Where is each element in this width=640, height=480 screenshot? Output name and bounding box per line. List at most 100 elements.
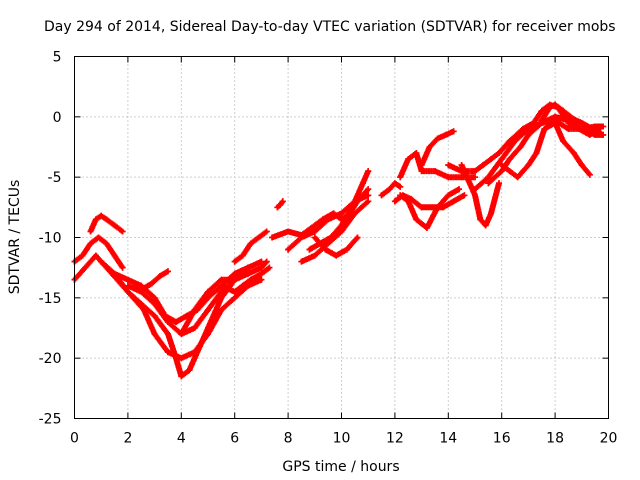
data-point xyxy=(525,162,532,169)
data-point xyxy=(480,162,487,169)
y-tick-label: -25 xyxy=(39,412,62,428)
data-point xyxy=(538,107,545,114)
data-point xyxy=(552,101,559,108)
data-point xyxy=(338,228,345,235)
x-tick-label: 12 xyxy=(386,431,404,447)
data-point xyxy=(354,234,361,241)
x-tick-label: 0 xyxy=(70,431,79,447)
data-point xyxy=(378,192,385,199)
data-point xyxy=(151,300,158,307)
data-point xyxy=(311,252,318,259)
data-point xyxy=(546,104,553,111)
data-point xyxy=(418,168,425,175)
data-point xyxy=(429,204,436,211)
data-point xyxy=(186,367,193,374)
data-point xyxy=(132,282,139,289)
data-point xyxy=(311,234,318,241)
x-tick-label: 16 xyxy=(493,431,511,447)
series-track-16 xyxy=(311,234,361,259)
data-point xyxy=(279,198,286,205)
data-point xyxy=(255,234,262,241)
data-point xyxy=(552,119,559,126)
data-point xyxy=(506,168,513,175)
data-point xyxy=(578,119,585,126)
data-point xyxy=(124,276,131,283)
series-track-10 xyxy=(231,228,270,265)
series-track-18 xyxy=(378,180,404,199)
series-track-7 xyxy=(132,268,171,292)
data-point xyxy=(191,306,198,313)
x-tick-label: 20 xyxy=(600,431,618,447)
data-point xyxy=(472,174,478,181)
data-point xyxy=(488,210,495,217)
data-point xyxy=(196,343,203,350)
data-point xyxy=(552,113,559,120)
data-point xyxy=(391,180,398,187)
data-point xyxy=(397,192,404,199)
data-point xyxy=(365,192,372,199)
series-track-23 xyxy=(458,162,503,229)
data-point xyxy=(477,216,484,223)
y-tick-label: -5 xyxy=(48,170,62,186)
data-point xyxy=(245,270,252,277)
data-point xyxy=(426,144,433,150)
data-point xyxy=(498,168,505,175)
data-point xyxy=(103,240,110,247)
data-point xyxy=(517,144,524,150)
data-point xyxy=(172,318,179,325)
data-point xyxy=(391,198,398,205)
y-tick-label: -10 xyxy=(39,231,62,247)
x-axis-label: GPS time / hours xyxy=(282,459,399,475)
data-point xyxy=(343,246,350,253)
data-point xyxy=(164,331,171,338)
x-tick-label: 2 xyxy=(123,431,132,447)
data-point xyxy=(87,240,94,247)
data-point xyxy=(597,129,604,136)
data-point xyxy=(560,137,567,144)
data-point xyxy=(458,168,465,175)
data-point xyxy=(586,171,593,178)
data-point xyxy=(455,186,462,193)
data-point xyxy=(156,273,163,280)
data-marks xyxy=(71,101,607,380)
series-track-6 xyxy=(87,212,126,235)
data-point xyxy=(578,162,585,169)
data-point xyxy=(405,198,412,205)
data-point xyxy=(269,234,276,241)
data-point xyxy=(439,204,446,211)
data-point xyxy=(485,180,492,187)
data-point xyxy=(311,222,318,229)
data-point xyxy=(231,258,238,265)
data-point xyxy=(172,355,179,362)
data-point xyxy=(178,355,185,362)
data-point xyxy=(589,125,596,132)
data-point xyxy=(111,222,118,229)
x-tick-label: 10 xyxy=(333,431,351,447)
data-point xyxy=(418,162,425,169)
data-point xyxy=(231,288,238,295)
data-point xyxy=(239,282,246,289)
data-point xyxy=(111,252,118,259)
data-point xyxy=(338,210,345,217)
data-point xyxy=(333,252,340,259)
data-point xyxy=(472,192,478,199)
data-point xyxy=(258,264,265,271)
data-point xyxy=(98,258,105,265)
data-point xyxy=(458,162,465,169)
data-point xyxy=(277,201,284,208)
series-track-1 xyxy=(71,234,126,271)
data-point xyxy=(397,183,404,190)
data-point xyxy=(365,198,372,205)
series-track-20 xyxy=(397,150,478,181)
data-point xyxy=(140,285,147,292)
data-point xyxy=(164,318,171,325)
data-point xyxy=(148,280,155,287)
data-point xyxy=(578,125,585,132)
data-point xyxy=(445,174,452,181)
x-tick-label: 8 xyxy=(284,431,293,447)
y-tick-label: -20 xyxy=(39,351,62,367)
series-track-8 xyxy=(178,258,270,338)
data-point xyxy=(386,186,393,193)
axis-ticks: 0 2 4 6 8 10 12 14 16 18 20 5 0 -5 -10 -15 -20 -25 xyxy=(39,50,618,447)
